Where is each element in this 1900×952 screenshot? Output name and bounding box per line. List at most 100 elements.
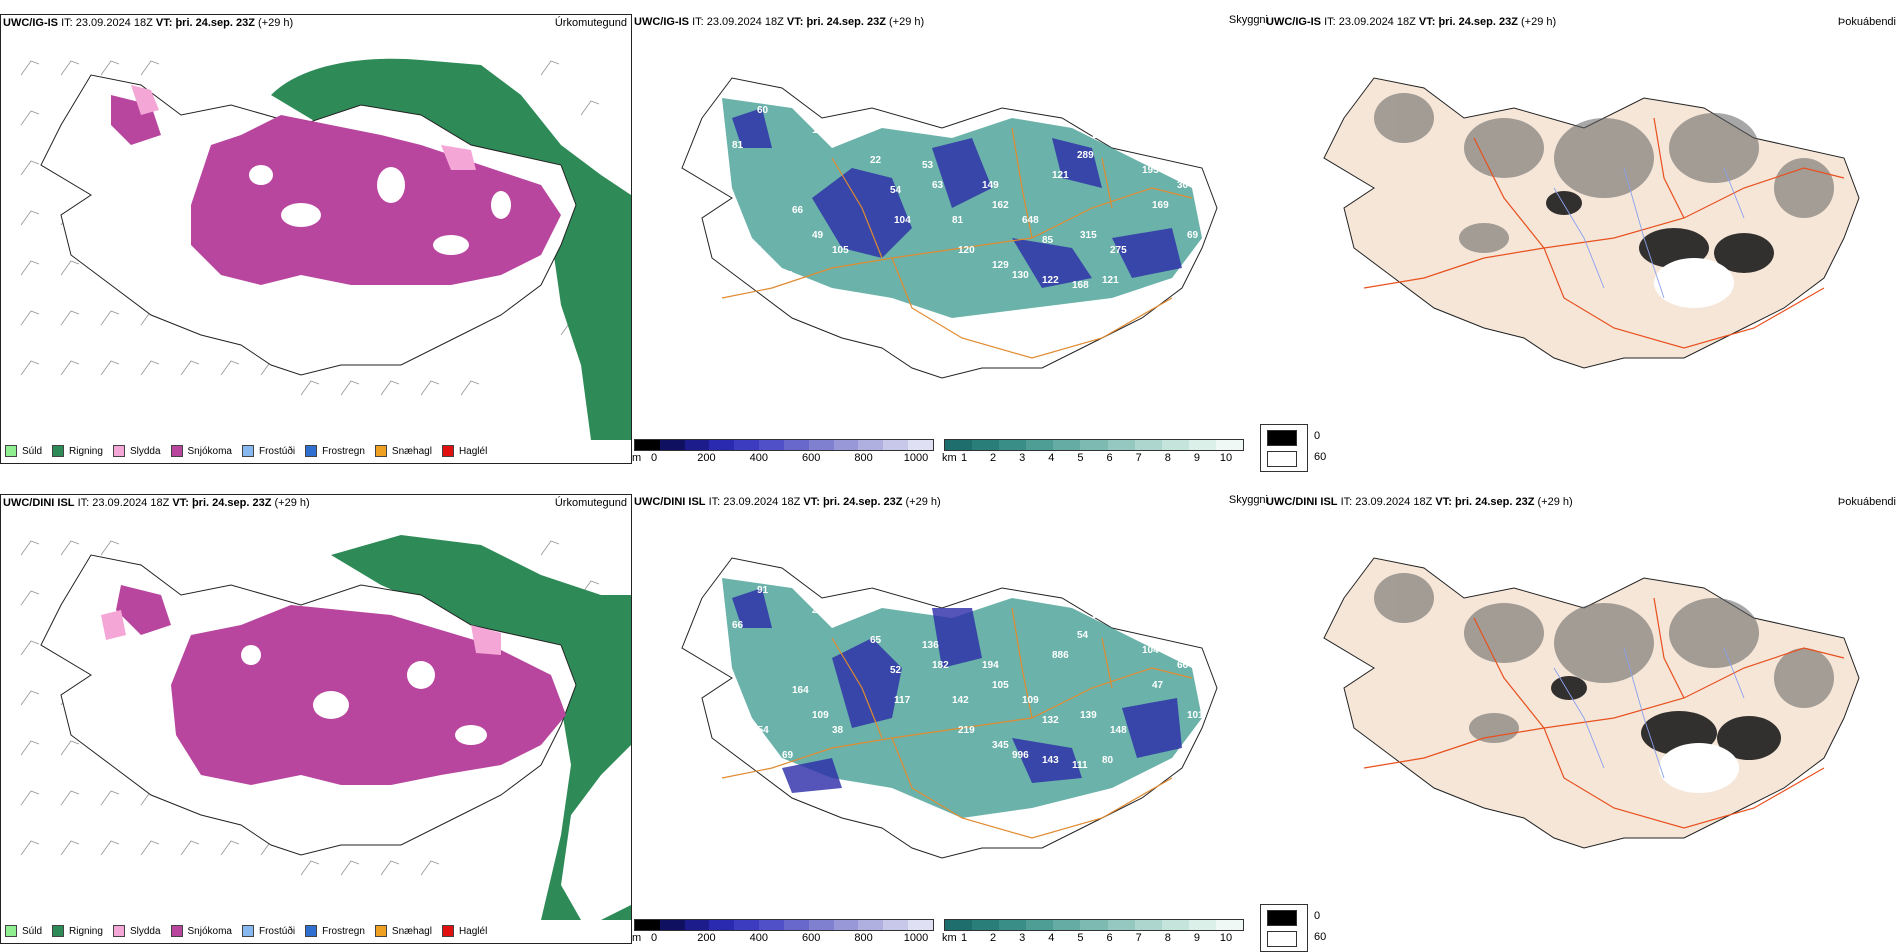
peak-label: 49: [812, 230, 824, 241]
colorbar-tick: 1: [960, 932, 968, 944]
colorbar-tick: 200: [697, 452, 716, 464]
legend-label: Snæhagl: [391, 925, 432, 937]
vt-value: þri. 24.sep. 23Z: [1454, 496, 1535, 508]
model-name: UWC/DINI ISL: [3, 497, 75, 509]
precip-map: [20, 535, 631, 920]
vt-value: þri. 24.sep. 23Z: [806, 16, 886, 28]
colorbar-segment: [1080, 920, 1108, 930]
colorbar-segment: [659, 920, 685, 930]
colorbar-tick: 2: [990, 452, 997, 464]
fog-high-swatch: [1267, 910, 1297, 926]
colorbar-segment: [734, 440, 760, 450]
blue-low-vis: [732, 108, 1182, 288]
colorbar-segment: [945, 440, 973, 450]
blue-low-vis: [732, 588, 1182, 793]
colorbar-segment: [659, 440, 685, 450]
rain-area: [271, 58, 631, 440]
legend-item-7: Haglél: [441, 445, 487, 457]
vt-label: VT:: [1418, 16, 1436, 28]
peak-label: 139: [1080, 710, 1097, 721]
visibility-colorbar-km: [944, 439, 1244, 451]
model-name: UWC/IG-IS: [634, 16, 689, 28]
legend-label: Frostregn: [322, 925, 365, 937]
colorbar-tick: 4: [1048, 932, 1055, 944]
colorbar-tick: 600: [802, 452, 821, 464]
peak-label: 109: [1022, 695, 1039, 706]
peak-label: 70: [727, 565, 739, 576]
legend-label: Súld: [22, 925, 43, 937]
peak-label: 104: [1142, 645, 1159, 656]
colorbar-tick: 6: [1106, 452, 1113, 464]
colorbar-tick: 7: [1135, 452, 1142, 464]
it-label: IT:: [77, 497, 90, 509]
peak-label: 129: [992, 260, 1009, 271]
legend-label: Rigning: [69, 925, 103, 937]
legend-swatch: [52, 925, 65, 937]
legend-item-6: Snæhagl: [374, 445, 432, 457]
visibility-ticks-m: m 0 200 400 600 800 1000: [632, 932, 934, 946]
colorbar-segment: [1080, 440, 1108, 450]
peak-label: 56: [782, 270, 794, 281]
peak-label: 219: [958, 725, 975, 736]
colorbar-tick: 1: [960, 452, 968, 464]
legend-swatch: [112, 445, 125, 457]
fog-header-1: UWC/IG-IS IT: 23.09.2024 18Z VT: þri. 24…: [1266, 16, 1898, 34]
peak-label: 66: [792, 205, 804, 216]
fog-title: Þokuábendi: [1837, 496, 1896, 508]
row-2: UWC/DINI ISL IT: 23.09.2024 18Z VT: þri.…: [0, 480, 1900, 952]
colorbar-unit: km: [942, 932, 957, 944]
peak-label: 121: [1102, 275, 1119, 286]
lead-time: (+29 h): [1537, 496, 1573, 508]
rivers: [1553, 167, 1745, 299]
precip-legend: Súld Rigning Slydda Snjókoma Frostúði Frostre…: [5, 925, 487, 937]
colorbar-segment: [883, 440, 909, 450]
peak-label: 142: [952, 695, 969, 706]
legend-swatch: [5, 445, 17, 457]
clear-glacier: [1659, 743, 1739, 793]
fog-high-swatch: [1267, 430, 1297, 446]
lead-time: (+29 h): [1521, 16, 1557, 28]
legend-label: Frostúði: [258, 445, 296, 457]
colorbar-segment: [808, 920, 834, 930]
fog-low-label: 60: [1314, 451, 1327, 463]
vt-label: VT:: [786, 16, 804, 28]
legend-item-5: Frostregn: [305, 445, 365, 457]
colorbar-segment: [1026, 440, 1054, 450]
peak-label: 143: [1042, 755, 1059, 766]
colorbar-unit: m: [632, 452, 642, 464]
peak-label: 52: [890, 665, 902, 676]
legend-item-3: Snjókoma: [170, 445, 232, 457]
peak-label: 996: [1012, 750, 1029, 761]
visibility-header-1: UWC/IG-IS IT: 23.09.2024 18Z VT: þri. 24…: [634, 16, 1270, 34]
it-value: 23.09.2024 18Z: [75, 17, 153, 29]
colorbar-tick: 200: [697, 932, 716, 944]
peak-label: 289: [1077, 150, 1094, 161]
legend-swatch: [5, 925, 17, 937]
peak-label: 254: [752, 725, 769, 736]
legend-swatch: [112, 925, 125, 937]
model-name: UWC/IG-IS: [1266, 16, 1321, 28]
lead-time: (+29 h): [905, 496, 941, 508]
it-label: IT:: [692, 16, 704, 28]
peak-label: 169: [1152, 200, 1169, 211]
legend-label: Frostúði: [258, 925, 296, 937]
it-label: IT:: [708, 496, 721, 508]
legend-item-2: Slydda: [112, 925, 161, 937]
colorbar-tick: 3: [1019, 452, 1026, 464]
peak-label: 55: [727, 85, 739, 96]
road-network: [721, 127, 1193, 359]
fog-scale-legend: [1260, 424, 1308, 472]
legend-label: Snæhagl: [391, 445, 432, 457]
legend-swatch: [52, 445, 65, 457]
peak-label: 101: [1187, 710, 1204, 721]
colorbar-tick: 1000: [903, 452, 929, 464]
peak-label: 109: [812, 710, 829, 721]
legend-label: Slydda: [129, 925, 161, 937]
it-label: IT:: [1340, 496, 1353, 508]
visibility-ticks-m: m 0 200 400 600 800 1000: [632, 452, 934, 466]
legend-label: Slydda: [129, 445, 161, 457]
visibility-header-2: UWC/DINI ISL IT: 23.09.2024 18Z VT: þri.…: [634, 496, 1270, 514]
colorbar-segment: [999, 920, 1027, 930]
model-name: UWC/IG-IS: [3, 17, 58, 29]
